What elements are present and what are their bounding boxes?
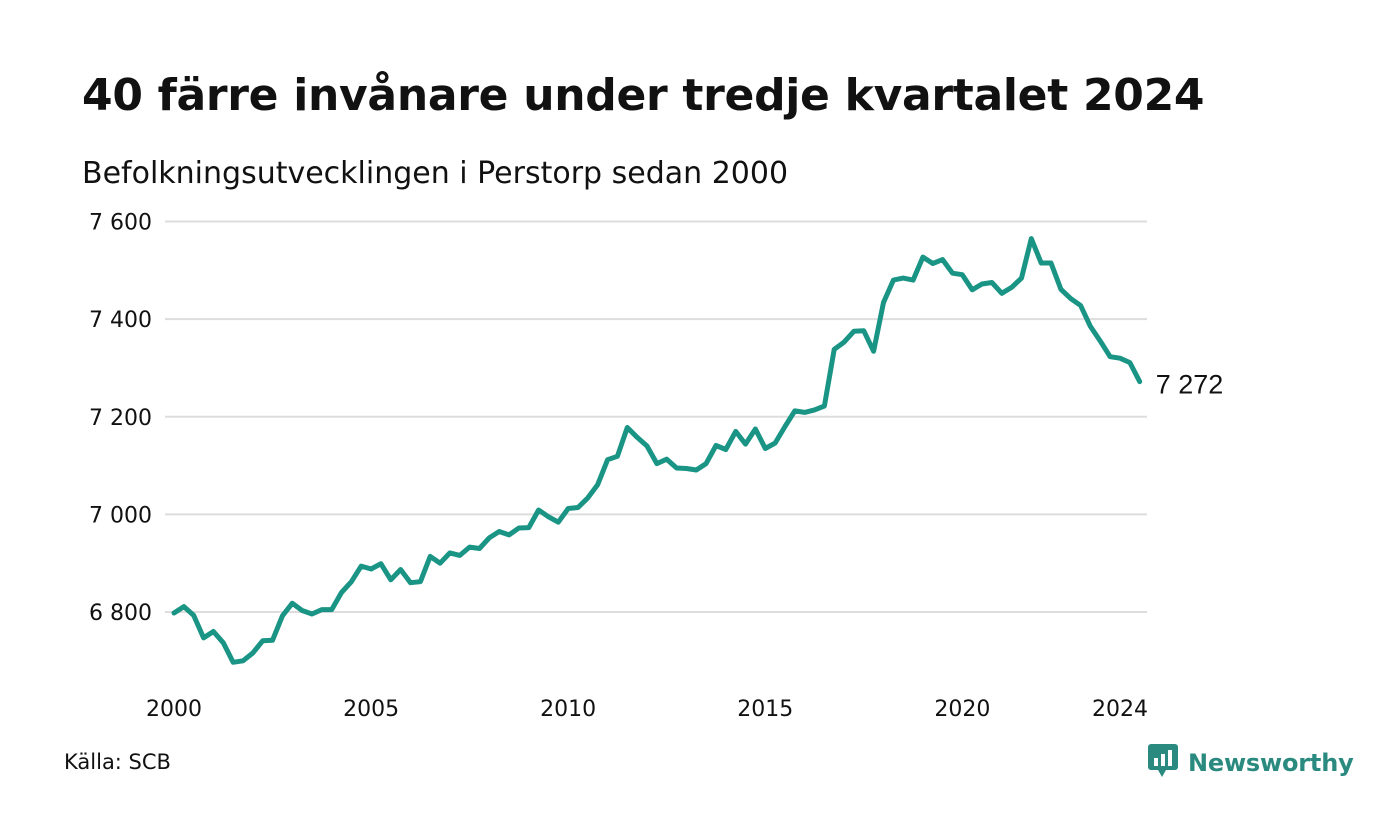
x-tick-label: 2010 [540, 697, 596, 722]
x-tick-label: 2024 [1092, 697, 1148, 722]
x-tick-label: 2000 [146, 697, 202, 722]
brand-name: Newsworthy [1188, 749, 1354, 777]
source-note: Källa: SCB [64, 750, 171, 774]
y-tick-label: 6 800 [89, 601, 152, 626]
x-tick-label: 2020 [934, 697, 990, 722]
newsworthy-logo-icon [1148, 744, 1178, 782]
chart-title: 40 färre invånare under tredje kvartalet… [82, 70, 1205, 121]
y-tick-label: 7 400 [89, 308, 152, 333]
y-tick-label: 7 200 [89, 406, 152, 431]
y-tick-label: 7 600 [89, 211, 152, 236]
chart-subtitle: Befolkningsutvecklingen i Perstorp sedan… [82, 156, 789, 191]
x-tick-label: 2005 [343, 697, 399, 722]
end-value-label: 7 272 [1156, 370, 1224, 400]
series-line [171, 236, 1143, 665]
x-tick-label: 2015 [737, 697, 793, 722]
y-tick-label: 7 000 [89, 503, 152, 528]
brand-logo: Newsworthy [1148, 744, 1354, 782]
